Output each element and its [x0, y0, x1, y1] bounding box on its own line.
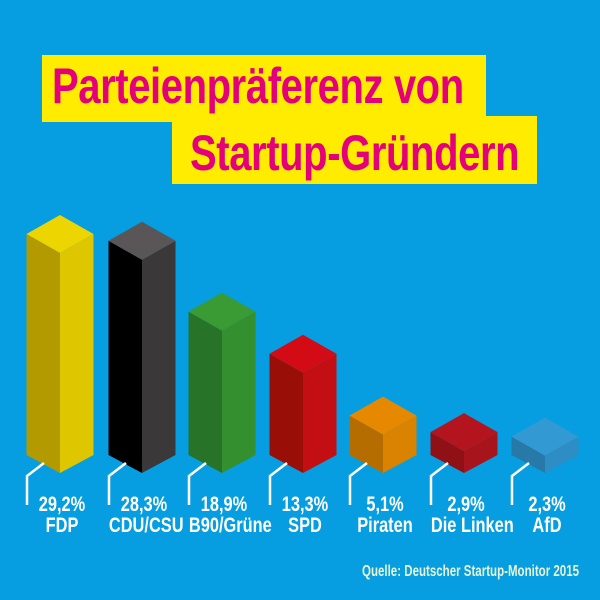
bar-right-face: [142, 240, 176, 473]
bar-spd: [268, 334, 337, 505]
bar-label: 13,3% SPD: [260, 494, 350, 536]
bar-cdu-csu: [107, 221, 176, 505]
bar-top-face: [108, 221, 176, 260]
bar-category-label: FDP: [45, 514, 79, 537]
source-note: Quelle: Deutscher Startup-Monitor 2015: [362, 563, 580, 580]
bar-piraten: [348, 396, 417, 505]
bar-right-face: [303, 353, 337, 473]
bar-left-face: [349, 415, 383, 473]
bar-label: 28,3% CDU/CSU: [99, 494, 189, 536]
bar-category-label: Piraten: [357, 514, 413, 537]
bar-value-label: 29,2%: [38, 493, 86, 516]
title-box-line2: [172, 116, 537, 184]
bar-top-face: [26, 215, 94, 253]
bar-category-label: SPD: [288, 514, 322, 537]
bar-category-label: B90/Grüne: [188, 514, 272, 537]
bar-right-face: [222, 311, 256, 473]
bar-left-face: [430, 432, 464, 473]
bar-label: 5,1% Piraten: [340, 494, 430, 536]
bar-top-face: [349, 396, 417, 435]
leader-line: [25, 462, 45, 505]
leader-line: [268, 462, 288, 505]
bar-category-label: Die Linken: [430, 514, 514, 537]
leader-line: [107, 462, 127, 505]
bar-right-face: [383, 415, 417, 473]
bar-left-face: [26, 234, 60, 473]
bar-right-face: [545, 436, 579, 473]
bar-die-linken: [429, 413, 498, 505]
bar-value-label: 28,3%: [120, 493, 168, 516]
leader-line: [510, 462, 530, 505]
bar-fdp: [25, 215, 94, 505]
bar-value-label: 5,1%: [366, 493, 404, 516]
bar-category-label: AfD: [532, 514, 562, 537]
title-line2: Startup-Gründern: [190, 125, 520, 181]
bar-value-label: 18,9%: [200, 493, 248, 516]
bar-right-face: [464, 432, 498, 473]
bar-label: 18,9% B90/Grüne: [179, 493, 272, 537]
bar-label: 2,9% Die Linken: [421, 493, 514, 537]
bar-category-label: CDU/CSU: [108, 514, 184, 537]
bar-left-face: [108, 240, 142, 473]
bar-value-label: 2,9%: [447, 493, 485, 516]
bar-top-face: [430, 413, 498, 452]
bar-left-face: [188, 311, 222, 473]
bar-label: 29,2% FDP: [17, 494, 107, 536]
bar-afd: [510, 417, 579, 505]
bar-right-face: [60, 234, 94, 473]
leader-line: [429, 462, 449, 505]
bar-left-face: [269, 353, 303, 473]
bar-value-label: 13,3%: [281, 493, 329, 516]
bar-b90-gr-ne: [187, 292, 256, 505]
bar-value-label: 2,3%: [528, 493, 566, 516]
bar-left-face: [511, 436, 545, 473]
bar-top-face: [188, 292, 256, 331]
bar-label: 2,3% AfD: [502, 494, 592, 536]
leader-line: [348, 462, 368, 505]
bar-top-face: [511, 417, 579, 456]
bar-top-face: [269, 334, 337, 373]
leader-line: [187, 462, 207, 505]
title-line1: Parteienpräferenz von: [52, 58, 464, 114]
title-box-line1: [42, 55, 486, 122]
